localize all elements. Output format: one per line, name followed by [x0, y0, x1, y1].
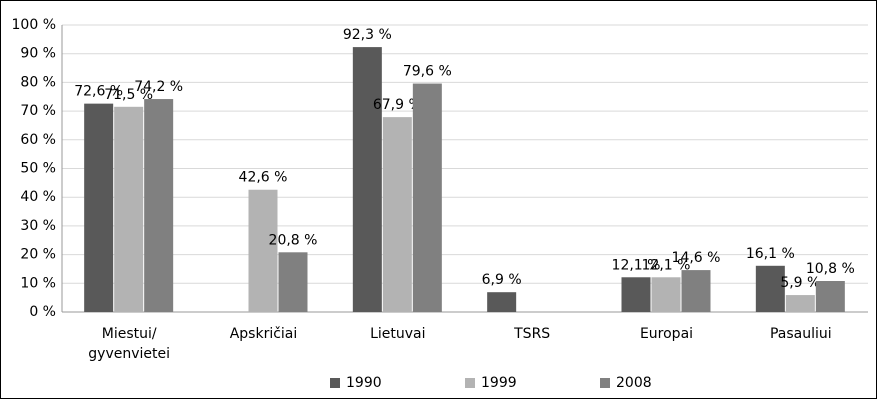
- y-tick-label: 80 %: [20, 74, 56, 90]
- x-tick-label: Lietuvai: [370, 326, 425, 342]
- bar: [487, 292, 517, 312]
- x-tick-label: Pasauliui: [770, 326, 832, 342]
- y-tick-label: 100 %: [12, 17, 56, 33]
- bar: [278, 252, 308, 312]
- y-tick-label: 20 %: [20, 247, 56, 263]
- value-label: 74,2 %: [134, 79, 183, 95]
- value-label: 12,1 %: [642, 257, 691, 273]
- bar: [651, 277, 681, 312]
- bar: [621, 277, 651, 312]
- y-tick-label: 60 %: [20, 132, 56, 148]
- value-label: 5,9 %: [780, 275, 820, 291]
- value-label: 6,9 %: [482, 272, 522, 288]
- y-tick-label: 90 %: [20, 46, 56, 62]
- y-tick-label: 70 %: [20, 103, 56, 119]
- x-tick-label: Apskričiai: [230, 326, 298, 342]
- value-label: 10,8 %: [806, 261, 855, 277]
- legend-swatch: [465, 378, 475, 388]
- value-label: 16,1 %: [746, 246, 795, 262]
- bar: [248, 189, 278, 312]
- y-tick-label: 50 %: [20, 161, 56, 177]
- bar: [681, 270, 711, 312]
- value-label: 79,6 %: [403, 64, 452, 80]
- legend-label: 1990: [346, 375, 382, 391]
- bar: [815, 281, 845, 312]
- y-tick-label: 30 %: [20, 218, 56, 234]
- y-tick-label: 10 %: [20, 275, 56, 291]
- value-label: 92,3 %: [343, 27, 392, 43]
- value-label: 67,9 %: [373, 97, 422, 113]
- x-tick-label: Europai: [640, 326, 693, 342]
- value-label: 71,5 %: [104, 87, 153, 103]
- bar: [755, 265, 785, 312]
- x-tick-label: TSRS: [513, 326, 550, 342]
- x-tick-label: Miestui/gyvenvietei: [88, 326, 170, 362]
- legend-label: 2008: [616, 375, 652, 391]
- value-label: 14,6 %: [672, 250, 721, 266]
- value-label: 20,8 %: [269, 232, 318, 248]
- y-tick-label: 0 %: [29, 304, 56, 320]
- legend-swatch: [600, 378, 610, 388]
- value-label: 42,6 %: [239, 170, 288, 186]
- bar: [382, 117, 412, 312]
- bar: [114, 106, 144, 312]
- bar: [84, 103, 114, 312]
- legend-swatch: [330, 378, 340, 388]
- bar: [352, 47, 382, 312]
- legend-label: 1999: [481, 375, 517, 391]
- bar: [144, 99, 174, 313]
- bar: [412, 83, 442, 312]
- value-label: 12,1 %: [612, 257, 661, 273]
- value-label: 72,6 %: [74, 84, 123, 100]
- bar: [785, 295, 815, 312]
- y-tick-label: 40 %: [20, 189, 56, 205]
